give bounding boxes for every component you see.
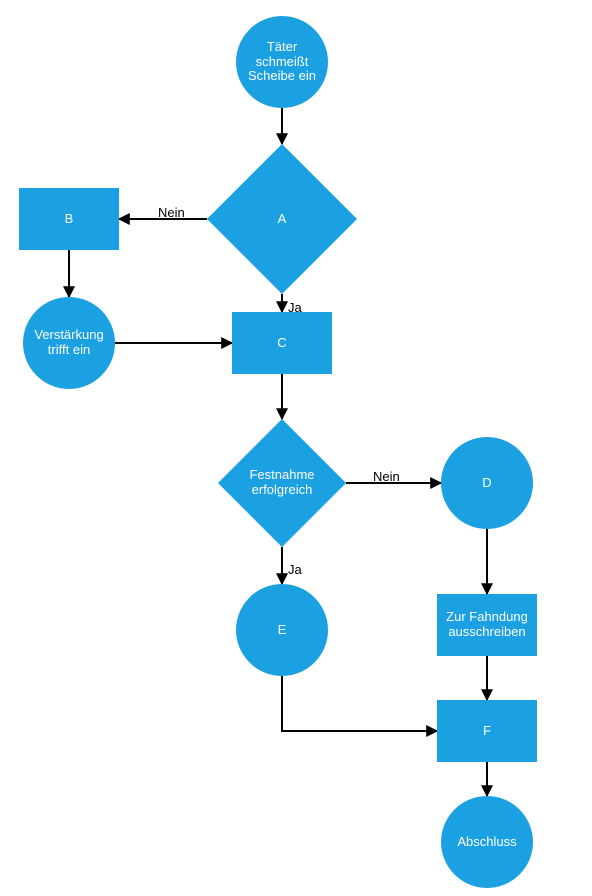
flowchart-canvas: Täter schmeißt Scheibe ein A B Verstärku… [0,0,592,896]
node-decision-arrest-label: Festnahme erfolgreich [232,468,332,498]
edge-label-decisionA-rectC: Ja [288,300,302,315]
node-decision-a-label: A [278,212,287,227]
node-start-label: Täter schmeißt Scheibe ein [242,40,322,85]
node-rect-c-label: C [277,336,286,351]
node-circle-e-label: E [278,623,287,638]
node-rect-fahndung: Zur Fahndung ausschreiben [437,594,537,656]
node-reinforcement: Verstärkung trifft ein [23,297,115,389]
node-rect-c: C [232,312,332,374]
node-end-label: Abschluss [457,835,516,850]
node-rect-f-label: F [483,724,491,739]
node-start: Täter schmeißt Scheibe ein [236,16,328,108]
node-decision-a: A [207,144,357,294]
edge-label-decisionF-circleE: Ja [288,562,302,577]
node-rect-f: F [437,700,537,762]
node-circle-d: D [441,437,533,529]
edge-label-decisionF-circleD: Nein [373,469,400,484]
node-decision-arrest: Festnahme erfolgreich [218,419,346,547]
node-rect-b-label: B [65,212,74,227]
node-circle-e: E [236,584,328,676]
node-rect-fahndung-label: Zur Fahndung ausschreiben [443,610,531,640]
node-circle-d-label: D [482,476,491,491]
edge-circleE-rectR [282,676,437,731]
edge-label-decisionA-rectB: Nein [158,205,185,220]
node-end: Abschluss [441,796,533,888]
node-reinforcement-label: Verstärkung trifft ein [29,328,109,358]
node-rect-b: B [19,188,119,250]
